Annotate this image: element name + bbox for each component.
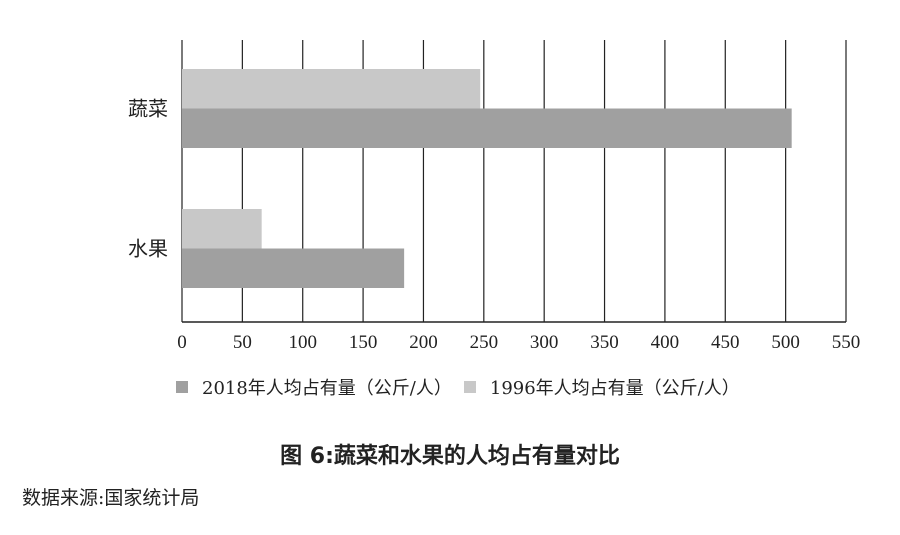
legend: 2018年人均占有量（公斤/人） 1996年人均占有量（公斤/人） (176, 374, 740, 400)
bar (182, 69, 481, 109)
legend-swatch-2018 (176, 381, 188, 393)
data-source: 数据来源:国家统计局 (22, 487, 200, 509)
bar (182, 108, 792, 148)
x-tick-label: 400 (651, 332, 680, 353)
legend-label-2018: 2018年人均占有量（公斤/人） (202, 378, 452, 399)
x-tick-label: 100 (288, 332, 317, 353)
y-category-label: 蔬菜 (128, 97, 168, 121)
x-tick-label: 450 (711, 332, 740, 353)
x-tick-label: 350 (590, 332, 619, 353)
x-tick-label: 150 (349, 332, 378, 353)
x-tick-label: 250 (470, 332, 499, 353)
bar (182, 248, 405, 288)
legend-label-1996: 1996年人均占有量（公斤/人） (489, 378, 740, 399)
x-tick-label: 300 (530, 332, 559, 353)
legend-swatch-1996 (463, 381, 476, 393)
x-tick-label: 200 (409, 332, 438, 353)
chart-title: 图 6:蔬菜和水果的人均占有量对比 (280, 444, 620, 469)
x-tick-label: 50 (233, 332, 252, 353)
x-tick-label: 0 (177, 332, 187, 353)
bar (182, 209, 262, 249)
y-category-label: 水果 (128, 237, 168, 261)
x-tick-label: 550 (832, 332, 861, 353)
x-tick-label: 500 (771, 332, 800, 353)
